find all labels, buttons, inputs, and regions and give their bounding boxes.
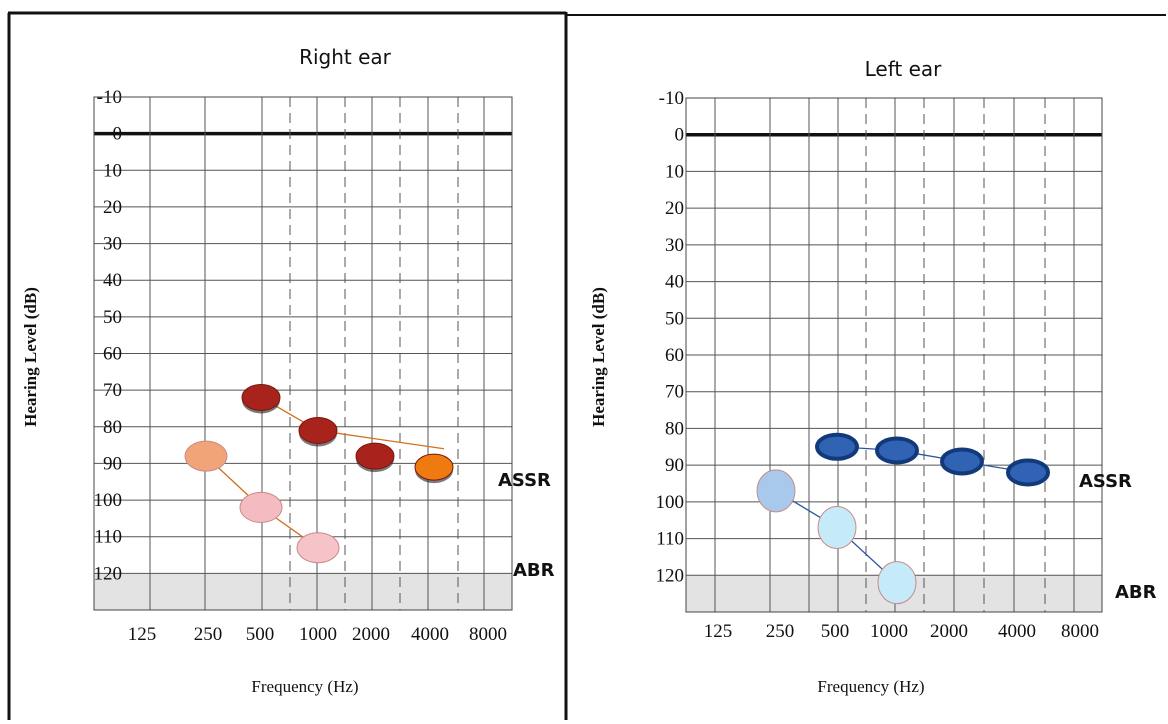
abr-point-500hz bbox=[817, 506, 857, 550]
y-tick-label: 30 bbox=[103, 234, 122, 255]
panel-title: Left ear bbox=[865, 57, 943, 81]
abr-point-250hz bbox=[184, 440, 228, 472]
x-tick-label: 4000 bbox=[998, 621, 1036, 642]
assr-series-label: ASSR bbox=[1079, 471, 1132, 492]
y-tick-label: 80 bbox=[665, 418, 684, 439]
y-tick-label: 110 bbox=[94, 527, 122, 548]
abr-series-label: ABR bbox=[513, 560, 555, 581]
abr-series-label: ABR bbox=[1115, 582, 1157, 603]
x-tick-label: 1000 bbox=[870, 621, 908, 642]
y-axis-label: Hearing Level (dB) bbox=[589, 287, 608, 427]
y-tick-label: -10 bbox=[659, 88, 684, 109]
x-tick-label: 125 bbox=[128, 624, 157, 645]
y-tick-label: 60 bbox=[665, 345, 684, 366]
x-tick-label: 4000 bbox=[411, 624, 449, 645]
assr-connector-line bbox=[260, 396, 445, 450]
shaded-region bbox=[94, 573, 512, 610]
x-tick-label: 2000 bbox=[352, 624, 390, 645]
abr-point-250hz bbox=[756, 469, 796, 513]
y-tick-label: 70 bbox=[103, 380, 122, 401]
x-axis-label: Frequency (Hz) bbox=[251, 677, 358, 696]
y-tick-label: 80 bbox=[103, 417, 122, 438]
y-tick-label: 50 bbox=[665, 308, 684, 329]
assr-connector-line bbox=[836, 446, 1029, 474]
x-tick-label: 250 bbox=[766, 621, 795, 642]
x-tick-label: 8000 bbox=[469, 624, 507, 645]
y-axis-label: Hearing Level (dB) bbox=[21, 287, 40, 427]
x-tick-label: 125 bbox=[704, 621, 733, 642]
x-tick-label: 250 bbox=[194, 624, 223, 645]
assr-point-500hz bbox=[241, 383, 281, 411]
x-tick-label: 500 bbox=[821, 621, 850, 642]
y-tick-label: 20 bbox=[103, 197, 122, 218]
y-tick-label: 10 bbox=[103, 160, 122, 181]
y-tick-label: 120 bbox=[94, 563, 123, 584]
y-tick-label: 0 bbox=[113, 124, 123, 145]
assr-point-2000hz bbox=[940, 447, 984, 476]
assr-point-4000hz bbox=[414, 453, 454, 481]
left-ear-audiogram: Left ear -10 0 10 20 30 40 50 60 70 80 90 100 110 120 1… bbox=[589, 57, 1157, 696]
y-tick-label: 0 bbox=[675, 125, 685, 146]
y-tick-label: 20 bbox=[665, 198, 684, 219]
panel-title: Right ear bbox=[299, 45, 392, 69]
x-axis-label: Frequency (Hz) bbox=[817, 677, 924, 696]
abr-point-500hz bbox=[239, 491, 283, 523]
y-tick-label: 70 bbox=[665, 382, 684, 403]
x-tick-label: 1000 bbox=[299, 624, 337, 645]
assr-point-1000hz bbox=[298, 416, 338, 444]
y-tick-label: 100 bbox=[94, 490, 123, 511]
y-tick-label: 90 bbox=[103, 453, 122, 474]
y-tick-label: 50 bbox=[103, 307, 122, 328]
assr-series-label: ASSR bbox=[498, 470, 551, 491]
y-tick-label: 110 bbox=[656, 529, 684, 550]
assr-point-1000hz bbox=[875, 436, 919, 465]
right-ear-audiogram: Right ear-100102030405060708090100110120… bbox=[21, 45, 555, 696]
y-tick-label: 100 bbox=[656, 492, 685, 513]
abr-point-1000hz bbox=[296, 532, 340, 564]
x-tick-label: 2000 bbox=[930, 621, 968, 642]
y-tick-label: 60 bbox=[103, 344, 122, 365]
plot-border bbox=[685, 97, 1103, 613]
y-tick-label: 40 bbox=[103, 270, 122, 291]
assr-point-4000hz bbox=[1006, 458, 1050, 487]
y-tick-label: 10 bbox=[665, 161, 684, 182]
y-tick-label: 30 bbox=[665, 235, 684, 256]
assr-point-2000hz bbox=[355, 442, 395, 470]
y-tick-label: 40 bbox=[665, 272, 684, 293]
plot-border bbox=[93, 96, 513, 611]
y-tick-label: 90 bbox=[665, 455, 684, 476]
x-tick-label: 500 bbox=[246, 624, 275, 645]
abr-point-1000hz bbox=[877, 561, 917, 605]
x-tick-label: 8000 bbox=[1061, 621, 1099, 642]
assr-point-500hz bbox=[815, 432, 859, 461]
y-tick-label: 120 bbox=[656, 565, 685, 586]
